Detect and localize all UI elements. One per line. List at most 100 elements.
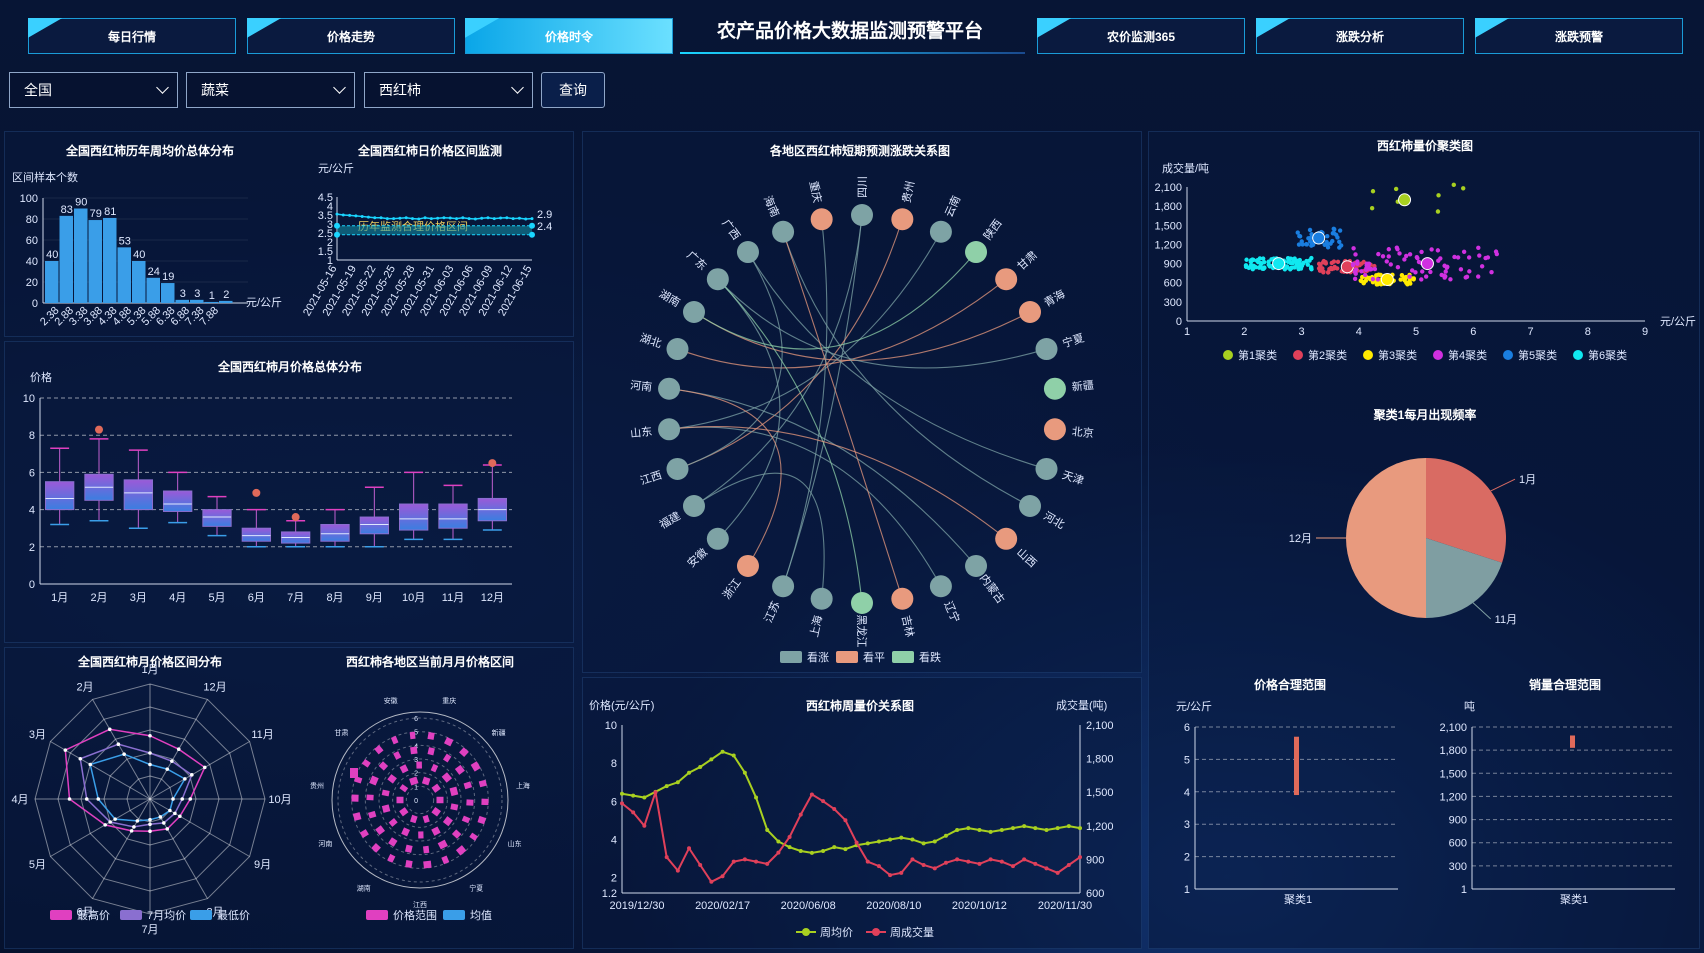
polar-bar bbox=[399, 764, 409, 774]
chord-node-label: 广东 bbox=[684, 249, 709, 273]
polar-legend-label: 均值 bbox=[470, 909, 492, 922]
scatter-point bbox=[1370, 189, 1376, 194]
box-rect bbox=[163, 490, 193, 512]
weekly-point bbox=[1033, 826, 1038, 831]
chord-node bbox=[995, 268, 1018, 291]
scatter-point bbox=[1351, 246, 1356, 251]
nav-monitor-365[interactable]: 农价监测365 bbox=[1037, 18, 1245, 54]
weekly-point bbox=[876, 864, 881, 869]
range-price-ytick: 3 bbox=[1184, 819, 1190, 831]
scatter-point bbox=[1295, 230, 1300, 235]
chord-link bbox=[693, 214, 863, 507]
scatter-point bbox=[1435, 209, 1441, 214]
polar-bar bbox=[466, 799, 474, 806]
scatter-xtick: 2 bbox=[1241, 326, 1247, 338]
scatter-point bbox=[1362, 272, 1368, 278]
query-button[interactable]: 查询 bbox=[541, 72, 605, 108]
daily-ytick: 3.5 bbox=[318, 210, 333, 222]
weekly-ytick-left: 4 bbox=[611, 835, 617, 847]
scatter-centroid bbox=[1398, 193, 1412, 207]
polar-bar bbox=[478, 779, 488, 788]
daily-point bbox=[410, 217, 414, 221]
polar-bar bbox=[399, 784, 409, 793]
scatter-ytick: 900 bbox=[1164, 259, 1182, 271]
weekly-point bbox=[709, 757, 714, 762]
scatter-point bbox=[1288, 260, 1293, 266]
polar-axis-label: 湖南 bbox=[357, 883, 371, 892]
chord-node bbox=[772, 220, 795, 243]
nav-daily-market[interactable]: 每日行情 bbox=[28, 18, 236, 54]
daily-lower-label: 2.4 bbox=[537, 221, 552, 233]
category-select[interactable]: 蔬菜 bbox=[186, 72, 355, 108]
box-rect bbox=[241, 527, 271, 542]
chord-node bbox=[706, 268, 729, 291]
radar-point bbox=[148, 829, 152, 833]
chord-node-label: 浙江 bbox=[720, 576, 743, 601]
radar-point bbox=[165, 767, 170, 771]
chord-node-label: 吉林 bbox=[899, 614, 917, 638]
weekly-point bbox=[809, 792, 814, 797]
scatter-legend-dot bbox=[1223, 350, 1233, 360]
polar-bar bbox=[405, 860, 413, 869]
polar-bar bbox=[399, 807, 409, 817]
daily-upper-label: 2.9 bbox=[537, 209, 552, 221]
chord-node bbox=[1019, 301, 1042, 323]
weekly-point bbox=[955, 828, 960, 832]
daily-point bbox=[398, 216, 402, 220]
scatter-point bbox=[1359, 269, 1364, 274]
range-vol-bar bbox=[1570, 735, 1575, 748]
box-xtick: 3月 bbox=[130, 592, 147, 604]
polar-legend-swatch bbox=[443, 910, 465, 920]
weekly-xtick: 2020/10/12 bbox=[952, 900, 1007, 912]
daily-point bbox=[385, 217, 389, 221]
hist-data-label: 24 bbox=[148, 266, 160, 278]
box-xtick: 12月 bbox=[481, 592, 504, 604]
polar-bar bbox=[436, 796, 444, 804]
scatter-point bbox=[1248, 263, 1254, 268]
chord-node bbox=[666, 338, 689, 361]
nav-rise-fall-warning[interactable]: 涨跌预警 bbox=[1475, 18, 1683, 54]
scatter-point bbox=[1414, 254, 1420, 260]
weekly-ytick-right: 2,100 bbox=[1086, 720, 1114, 732]
box-rect bbox=[123, 479, 153, 511]
chord-link bbox=[693, 472, 825, 599]
nav-price-season[interactable]: 价格时令 bbox=[465, 18, 673, 54]
radar-point bbox=[165, 827, 170, 831]
weekly-point bbox=[776, 850, 781, 855]
box-title: 全国西红柿月价格总体分布 bbox=[217, 360, 362, 374]
chord-node bbox=[810, 587, 833, 610]
scatter-point bbox=[1350, 262, 1356, 268]
radar-point bbox=[183, 777, 187, 781]
weekly-point bbox=[1010, 826, 1015, 831]
scatter-point bbox=[1309, 265, 1314, 270]
weekly-ytick-right: 1,500 bbox=[1086, 787, 1114, 799]
weekly-point bbox=[798, 849, 803, 853]
chord-node bbox=[1035, 457, 1058, 480]
scatter-xtick: 4 bbox=[1356, 326, 1362, 338]
region-select[interactable]: 全国 bbox=[9, 72, 178, 108]
polar-bar bbox=[437, 839, 448, 850]
weekly-point bbox=[1033, 861, 1038, 866]
radar-title: 全国西红柿月价格区间分布 bbox=[77, 655, 222, 669]
weekly-point bbox=[988, 829, 993, 834]
chord-node-label: 河南 bbox=[630, 379, 653, 394]
scatter-point bbox=[1297, 233, 1302, 239]
weekly-point bbox=[932, 839, 937, 844]
product-select[interactable]: 西红柿 bbox=[364, 72, 533, 108]
scatter-point bbox=[1335, 259, 1341, 265]
scatter-xtick: 8 bbox=[1585, 326, 1591, 338]
polar-bar bbox=[470, 761, 481, 772]
weekly-point bbox=[675, 868, 680, 873]
scatter-point bbox=[1267, 264, 1273, 269]
nav-rise-fall-analysis[interactable]: 涨跌分析 bbox=[1256, 18, 1464, 54]
scatter-point bbox=[1369, 205, 1375, 211]
chord-node bbox=[995, 527, 1018, 550]
pie-label: 11月 bbox=[1495, 614, 1517, 626]
weekly-point bbox=[921, 841, 926, 846]
scatter-point bbox=[1436, 193, 1441, 198]
pie-label: 1月 bbox=[1519, 474, 1536, 486]
nav-price-trend[interactable]: 价格走势 bbox=[247, 18, 455, 54]
box-xtick: 4月 bbox=[169, 592, 186, 604]
scatter-point bbox=[1458, 267, 1464, 272]
radar-point bbox=[129, 829, 134, 833]
